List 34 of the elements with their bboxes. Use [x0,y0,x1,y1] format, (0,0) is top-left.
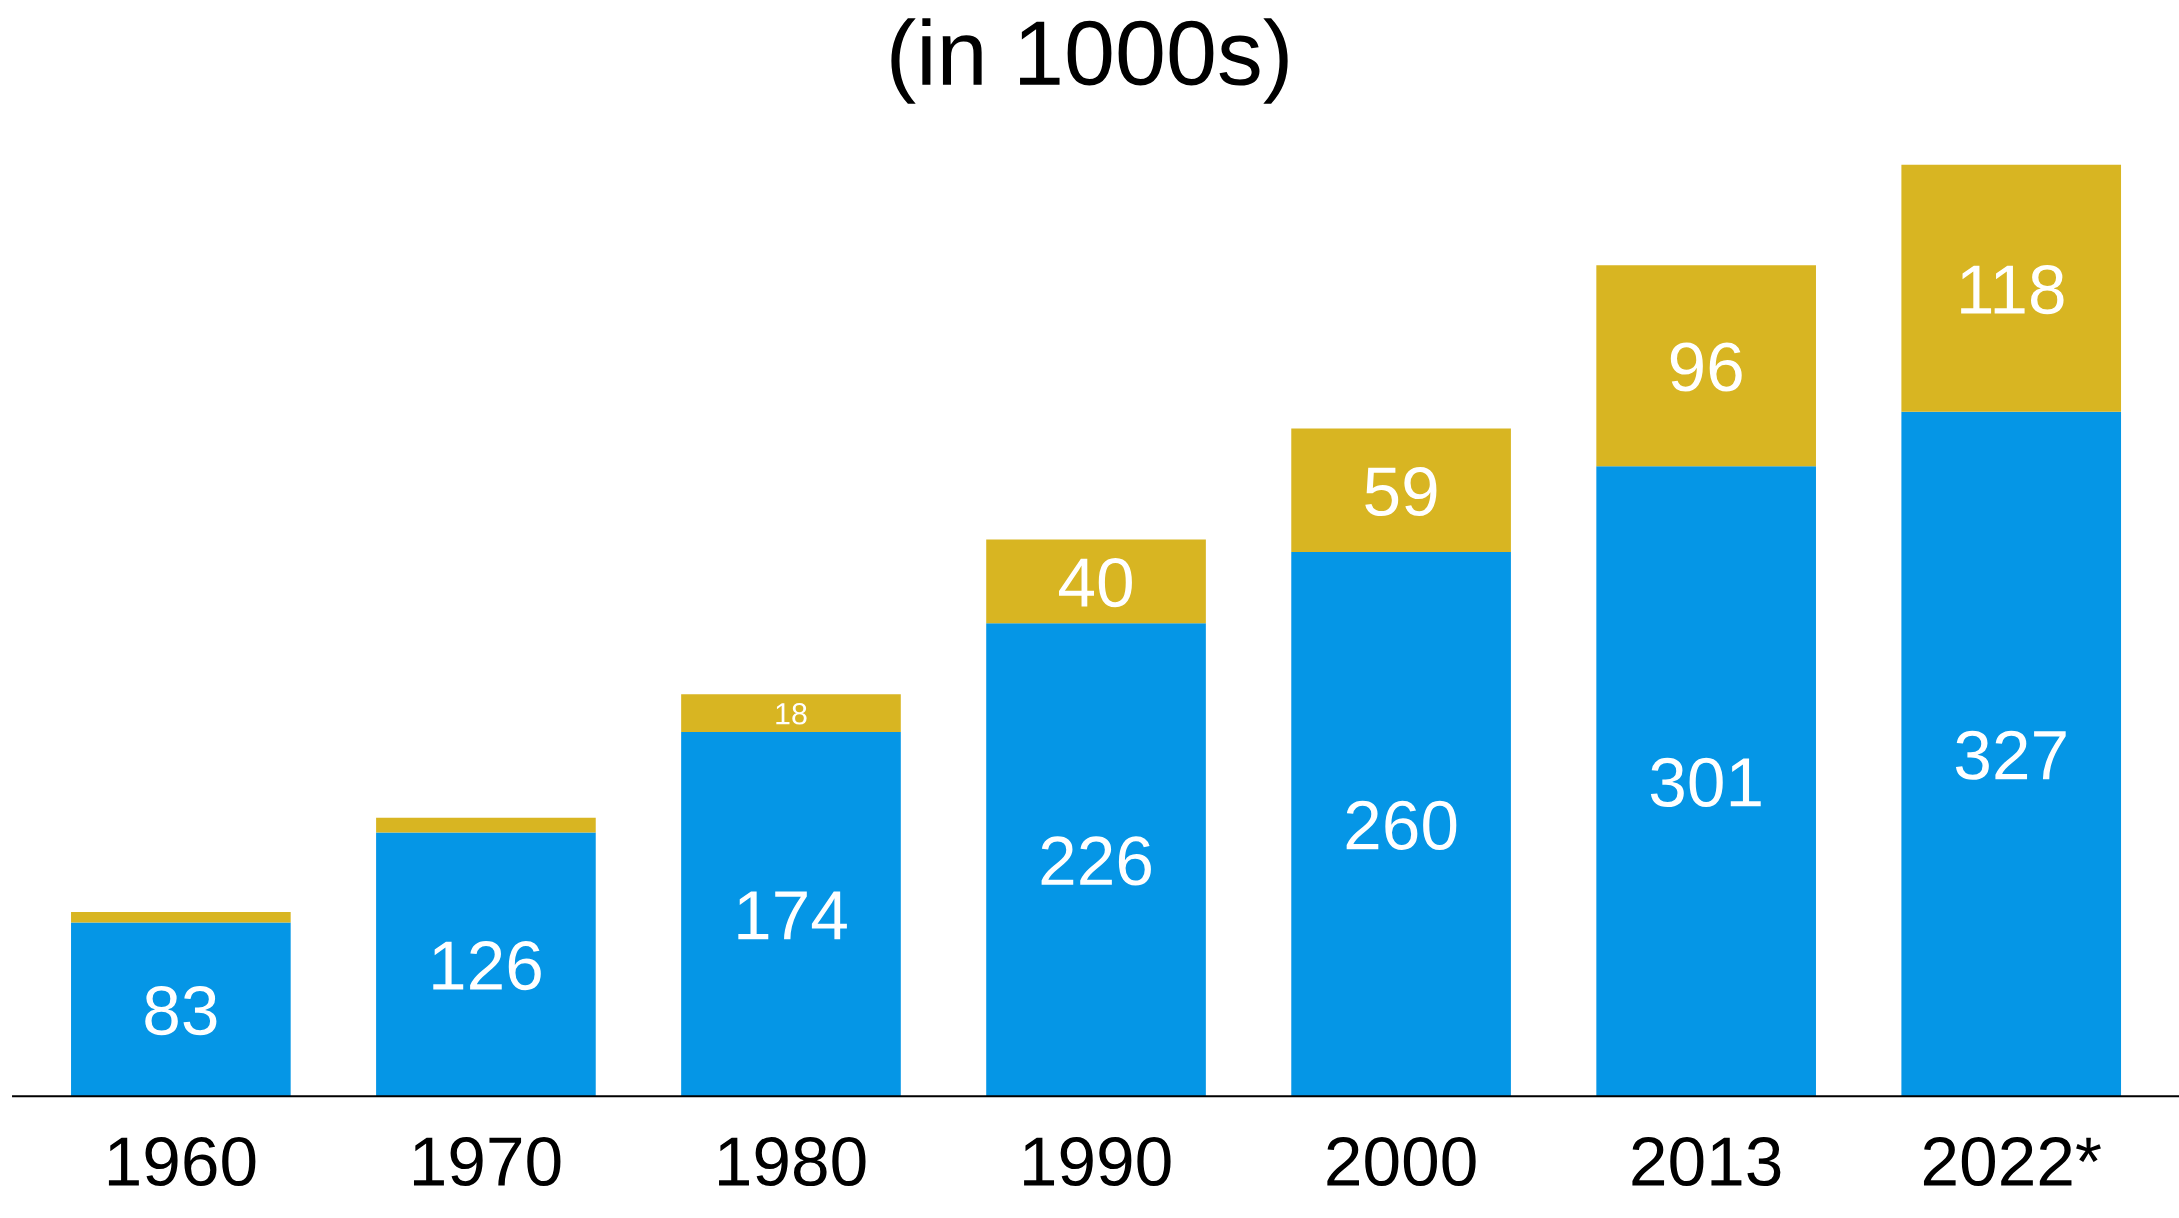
data-label: 96 [1670,342,1742,392]
x-tick-label: 1960 [108,1136,256,1187]
bar [71,912,291,923]
x-tick-label: 2013 [1632,1136,1781,1187]
x-tick-label: 1970 [413,1136,561,1187]
bar [986,539,1206,624]
data-label: 59 [1365,466,1437,517]
data-label: 174 [738,891,847,940]
data-label: 83 [145,986,217,1036]
data-label: 18 [776,702,807,725]
bar [681,694,901,733]
bar [1291,428,1511,552]
data-label: 301 [1650,757,1761,808]
bar [376,832,596,1097]
x-tick-label: 1980 [719,1136,866,1187]
bar [1901,164,2122,412]
bar [1291,552,1511,1097]
bar [376,817,596,833]
data-label: 260 [1346,800,1457,850]
x-tick-label: 1990 [1024,1136,1171,1187]
bar [1596,466,1816,1097]
x-tick-label: 2000 [1327,1136,1476,1187]
bar [1596,265,1816,467]
bar [1901,411,2122,1097]
data-label: 226 [1041,836,1151,886]
x-tick-label: 2022* [1923,1136,2101,1187]
data-label: 126 [433,941,541,991]
data-label: 327 [1955,730,2066,780]
chart-title: (in 1000s) [891,18,1288,104]
bar [71,922,291,1097]
data-label: 40 [1059,557,1132,608]
bar [681,732,901,1097]
data-label: 118 [1961,264,2064,315]
bar [986,623,1206,1097]
